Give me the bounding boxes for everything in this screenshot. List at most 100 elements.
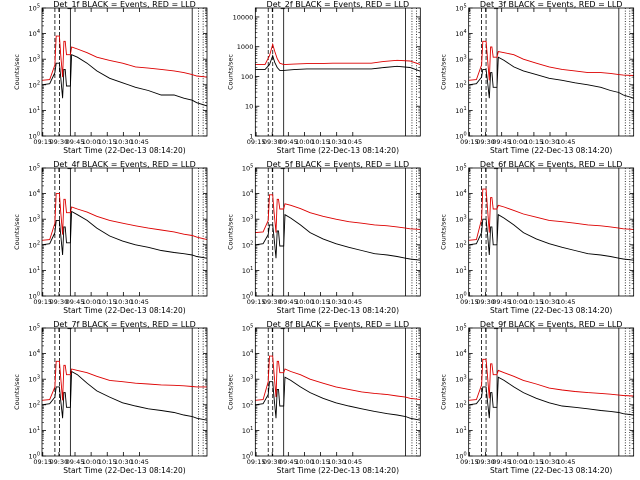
plot-frame: [254, 7, 421, 137]
y-tick-label: 100: [29, 292, 40, 301]
x-tick-label: 10:15: [98, 458, 117, 466]
x-axis-label: Start Time (22-Dec-13 08:14:20): [490, 306, 612, 315]
x-tick-label: 09:30: [50, 458, 69, 466]
y-tick-label: 105: [29, 4, 40, 13]
y-tick-label: 103: [29, 215, 40, 224]
x-tick-label: 09:15: [247, 458, 266, 466]
x-tick-label: 09:45: [279, 298, 298, 306]
x-tick-label: 10:30: [114, 458, 133, 466]
panel-title: Det_7f BLACK = Events, RED = LLD: [53, 320, 196, 329]
x-tick-label: 10:30: [114, 138, 133, 146]
x-tick-label: 09:45: [66, 298, 85, 306]
x-tick-label: 10:00: [295, 138, 314, 146]
x-axis-label: Start Time (22-Dec-13 08:14:20): [277, 466, 399, 475]
series-events-line: [468, 376, 634, 419]
x-tick-label: 10:30: [541, 458, 560, 466]
y-axis-label: Counts/sec: [440, 214, 448, 250]
y-tick-label: 102: [455, 240, 466, 249]
panel-title: Det_8f BLACK = Events, RED = LLD: [267, 320, 410, 329]
series-events-line: [42, 370, 207, 421]
series-lld-line: [42, 193, 207, 241]
x-tick-label: 10:00: [508, 138, 527, 146]
y-tick-label: 1: [249, 133, 253, 141]
y-tick-label: 102: [455, 400, 466, 409]
x-tick-label: 09:15: [247, 138, 266, 146]
x-tick-label: 10:15: [525, 298, 544, 306]
x-tick-label: 10:00: [508, 458, 527, 466]
plot-frame: [41, 167, 208, 297]
y-tick-label: 104: [242, 349, 253, 358]
x-tick-label: 09:15: [33, 298, 52, 306]
series-lld-line: [468, 40, 634, 81]
x-axis-label: Start Time (22-Dec-13 08:14:20): [277, 146, 399, 155]
y-tick-label: 100: [455, 132, 466, 141]
x-tick-label: 10:45: [343, 138, 362, 146]
x-tick-label: 10:45: [557, 458, 576, 466]
x-tick-label: 10:30: [114, 298, 133, 306]
x-tick-label: 10:00: [82, 458, 101, 466]
x-tick-label: 10:15: [311, 458, 330, 466]
x-tick-label: 10:30: [541, 298, 560, 306]
x-tick-label: 10:00: [82, 298, 101, 306]
chart-panel-9: 10010110210310410509:1509:3009:4510:0010…: [440, 320, 635, 475]
y-tick-label: 103: [242, 215, 253, 224]
y-axis-label: Counts/sec: [13, 214, 21, 250]
series-lld-line: [468, 188, 634, 241]
y-tick-label: 105: [242, 324, 253, 333]
y-tick-label: 101: [29, 266, 40, 275]
x-tick-label: 09:15: [33, 458, 52, 466]
y-tick-label: 102: [29, 400, 40, 409]
x-tick-label: 10:15: [525, 138, 544, 146]
x-tick-label: 09:15: [33, 138, 52, 146]
y-tick-label: 100: [29, 452, 40, 461]
x-tick-label: 10:30: [327, 458, 346, 466]
x-tick-label: 09:30: [263, 138, 282, 146]
x-axis-label: Start Time (22-Dec-13 08:14:20): [277, 306, 399, 315]
y-axis-label: Counts/sec: [226, 214, 234, 250]
series-lld-line: [255, 355, 421, 401]
series-events-line: [468, 56, 634, 99]
series-events-line: [255, 54, 421, 72]
y-tick-label: 101: [455, 106, 466, 115]
x-tick-label: 09:30: [50, 298, 69, 306]
y-tick-label: 104: [29, 29, 40, 38]
y-tick-label: 102: [242, 240, 253, 249]
x-tick-label: 09:15: [460, 138, 479, 146]
series-lld-line: [255, 42, 421, 66]
x-axis-label: Start Time (22-Dec-13 08:14:20): [63, 146, 185, 155]
panel-title: Det_4f BLACK = Events, RED = LLD: [53, 160, 196, 169]
plot-frame: [254, 167, 421, 297]
x-tick-label: 10:45: [343, 298, 362, 306]
series-lld-line: [42, 35, 207, 81]
x-tick-label: 10:00: [82, 138, 101, 146]
plot-frame: [468, 167, 635, 297]
y-tick-label: 10000: [233, 13, 254, 21]
y-tick-label: 100: [29, 132, 40, 141]
x-tick-label: 10:45: [557, 138, 576, 146]
x-tick-label: 09:45: [279, 458, 298, 466]
y-tick-label: 100: [241, 73, 253, 81]
y-tick-label: 105: [455, 164, 466, 173]
y-tick-label: 102: [242, 400, 253, 409]
x-tick-label: 09:45: [492, 138, 511, 146]
y-axis-label: Counts/sec: [13, 54, 21, 90]
x-tick-label: 09:30: [263, 298, 282, 306]
x-tick-label: 09:30: [263, 458, 282, 466]
series-events-line: [255, 213, 421, 261]
x-tick-label: 10:45: [343, 458, 362, 466]
panel-title: Det_5f BLACK = Events, RED = LLD: [267, 160, 410, 169]
y-tick-label: 103: [242, 375, 253, 384]
x-tick-label: 10:30: [327, 298, 346, 306]
chart-panel-4: 10010110210310410509:1509:3009:4510:0010…: [13, 160, 208, 315]
y-tick-label: 100: [455, 292, 466, 301]
y-tick-label: 101: [29, 106, 40, 115]
y-tick-label: 103: [29, 55, 40, 64]
x-tick-label: 09:15: [460, 458, 479, 466]
y-tick-label: 105: [242, 164, 253, 173]
chart-panel-5: 10010110210310410509:1509:3009:4510:0010…: [226, 160, 421, 315]
x-tick-label: 09:45: [66, 458, 85, 466]
series-events-line: [42, 210, 207, 259]
x-tick-label: 09:30: [476, 458, 495, 466]
panel-title: Det_2f BLACK = Events, RED = LLD: [267, 0, 410, 9]
x-tick-label: 09:45: [492, 298, 511, 306]
